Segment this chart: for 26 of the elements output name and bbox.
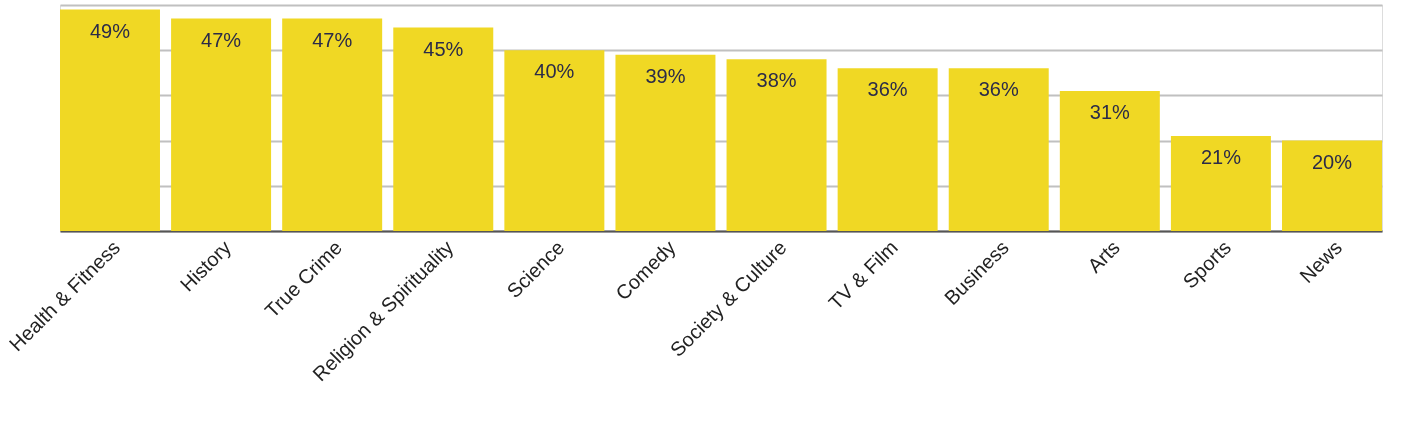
data-label: 38% bbox=[756, 69, 797, 92]
data-label: 47% bbox=[201, 28, 242, 51]
data-label: 39% bbox=[645, 64, 686, 87]
bar bbox=[1282, 140, 1382, 231]
data-label: 47% bbox=[312, 28, 353, 51]
data-label: 40% bbox=[534, 60, 575, 83]
data-label: 36% bbox=[867, 78, 908, 101]
bar bbox=[282, 18, 383, 231]
bar bbox=[60, 9, 160, 231]
data-label: 49% bbox=[89, 19, 131, 42]
bar bbox=[171, 18, 272, 231]
bar bbox=[504, 50, 605, 231]
bar bbox=[1059, 90, 1160, 231]
bar bbox=[615, 54, 716, 231]
data-label: 20% bbox=[1311, 150, 1353, 173]
data-label: 45% bbox=[423, 37, 464, 60]
x-tick-label: Arts bbox=[1083, 236, 1124, 277]
bar bbox=[726, 59, 827, 231]
bar bbox=[837, 68, 938, 231]
bar bbox=[393, 27, 494, 231]
data-label: 31% bbox=[1089, 100, 1131, 123]
data-label: 21% bbox=[1200, 146, 1242, 169]
bar bbox=[1170, 136, 1271, 231]
bar bbox=[948, 68, 1049, 231]
x-tick-label: TV & Film bbox=[824, 236, 902, 314]
data-label: 36% bbox=[978, 78, 1019, 101]
